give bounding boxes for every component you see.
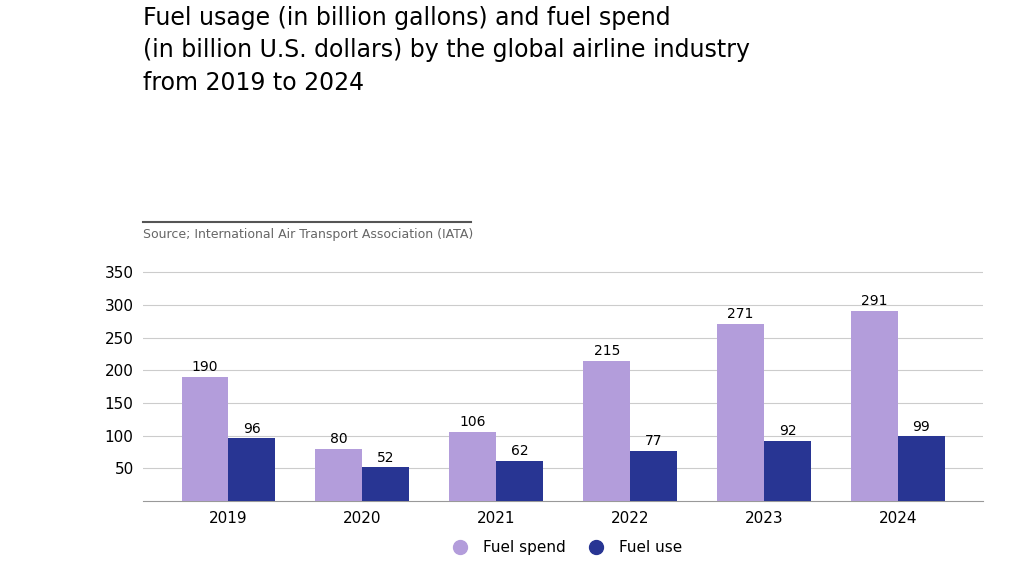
Text: 92: 92 (778, 425, 797, 438)
Text: 52: 52 (377, 450, 394, 464)
Text: 80: 80 (330, 432, 348, 446)
Bar (630, 451, 677, 501)
Bar (851, 311, 898, 501)
Text: 99: 99 (912, 420, 931, 434)
Bar (228, 438, 275, 501)
Bar (315, 449, 362, 501)
Bar (497, 461, 543, 501)
Text: 77: 77 (645, 434, 663, 448)
Bar (181, 377, 228, 501)
Bar (450, 432, 497, 501)
Text: 215: 215 (594, 344, 620, 358)
Text: 106: 106 (460, 415, 486, 429)
Bar (717, 324, 764, 501)
Bar (764, 441, 811, 501)
Bar (898, 437, 945, 501)
Text: 96: 96 (243, 422, 261, 435)
Text: Fuel usage (in billion gallons) and fuel spend
(in billion U.S. dollars) by the : Fuel usage (in billion gallons) and fuel… (143, 6, 751, 95)
Text: 291: 291 (861, 294, 888, 308)
Text: Source; International Air Transport Association (IATA): Source; International Air Transport Asso… (143, 228, 474, 241)
Text: 190: 190 (191, 360, 218, 374)
Bar (362, 467, 410, 501)
Bar (584, 361, 630, 501)
Legend: Fuel spend, Fuel use: Fuel spend, Fuel use (438, 534, 688, 561)
Text: 271: 271 (727, 308, 754, 321)
Text: 62: 62 (511, 444, 528, 458)
